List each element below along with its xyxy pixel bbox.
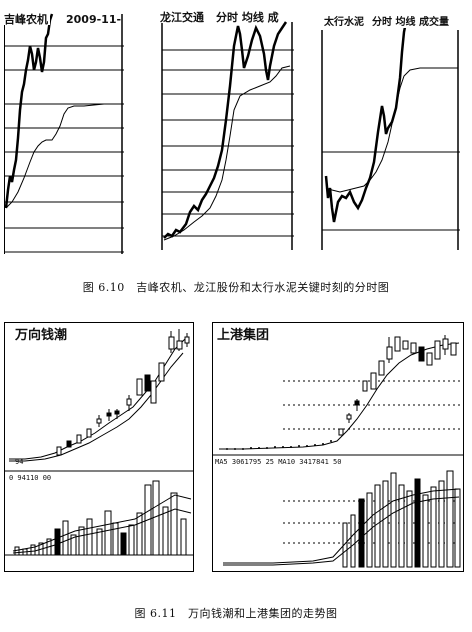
intraday-chart-jifeng-plot: [4, 13, 124, 254]
volume-indicator: MA5 3061795 25 MA10 3417841 50: [215, 458, 342, 466]
chart-stock-name: 龙江交通: [160, 11, 206, 24]
daily-chart-shanggang: 上港集团 MA5 3061795 25 MA10 3417841 50: [212, 322, 464, 572]
daily-chart-wanxiang: 万向钱潮 94 0 94110 00: [4, 322, 194, 572]
chart-stock-name: 上港集团: [217, 328, 272, 343]
chart-date: 2009-11-: [66, 13, 122, 26]
intraday-chart-taihang: 太行水泥 分时 均线 成交量: [320, 12, 460, 250]
figure-caption-6-11: 图 6.11 万向钱潮和上港集团的走势图: [134, 607, 338, 620]
intraday-chart-jifeng: 吉峰农机 2009-11-: [4, 10, 124, 254]
volume-indicator: 0 94110 00: [9, 474, 52, 482]
intraday-chart-longjiang: 龙江交通 分时 均线 成: [160, 10, 294, 250]
chart-stock-name: 太行水泥: [324, 17, 366, 28]
chart-stock-name: 吉峰农机: [4, 13, 50, 26]
chart-stock-name: 万向钱潮: [15, 328, 70, 343]
figure-caption-6-10: 图 6.10 吉峰农机、龙江股份和太行水泥关键时刻的分时图: [82, 281, 390, 294]
intraday-chart-longjiang-plot: [161, 21, 294, 250]
intraday-chart-taihang-plot: [321, 21, 460, 250]
chart-series-labels: 分时 均线 成: [216, 11, 279, 24]
price-axis-tick: 94: [15, 458, 24, 466]
chart-series-labels: 分时 均线 成交量: [372, 17, 449, 28]
daily-chart-shanggang-plot: [213, 335, 463, 568]
daily-chart-wanxiang-plot: [5, 329, 193, 556]
